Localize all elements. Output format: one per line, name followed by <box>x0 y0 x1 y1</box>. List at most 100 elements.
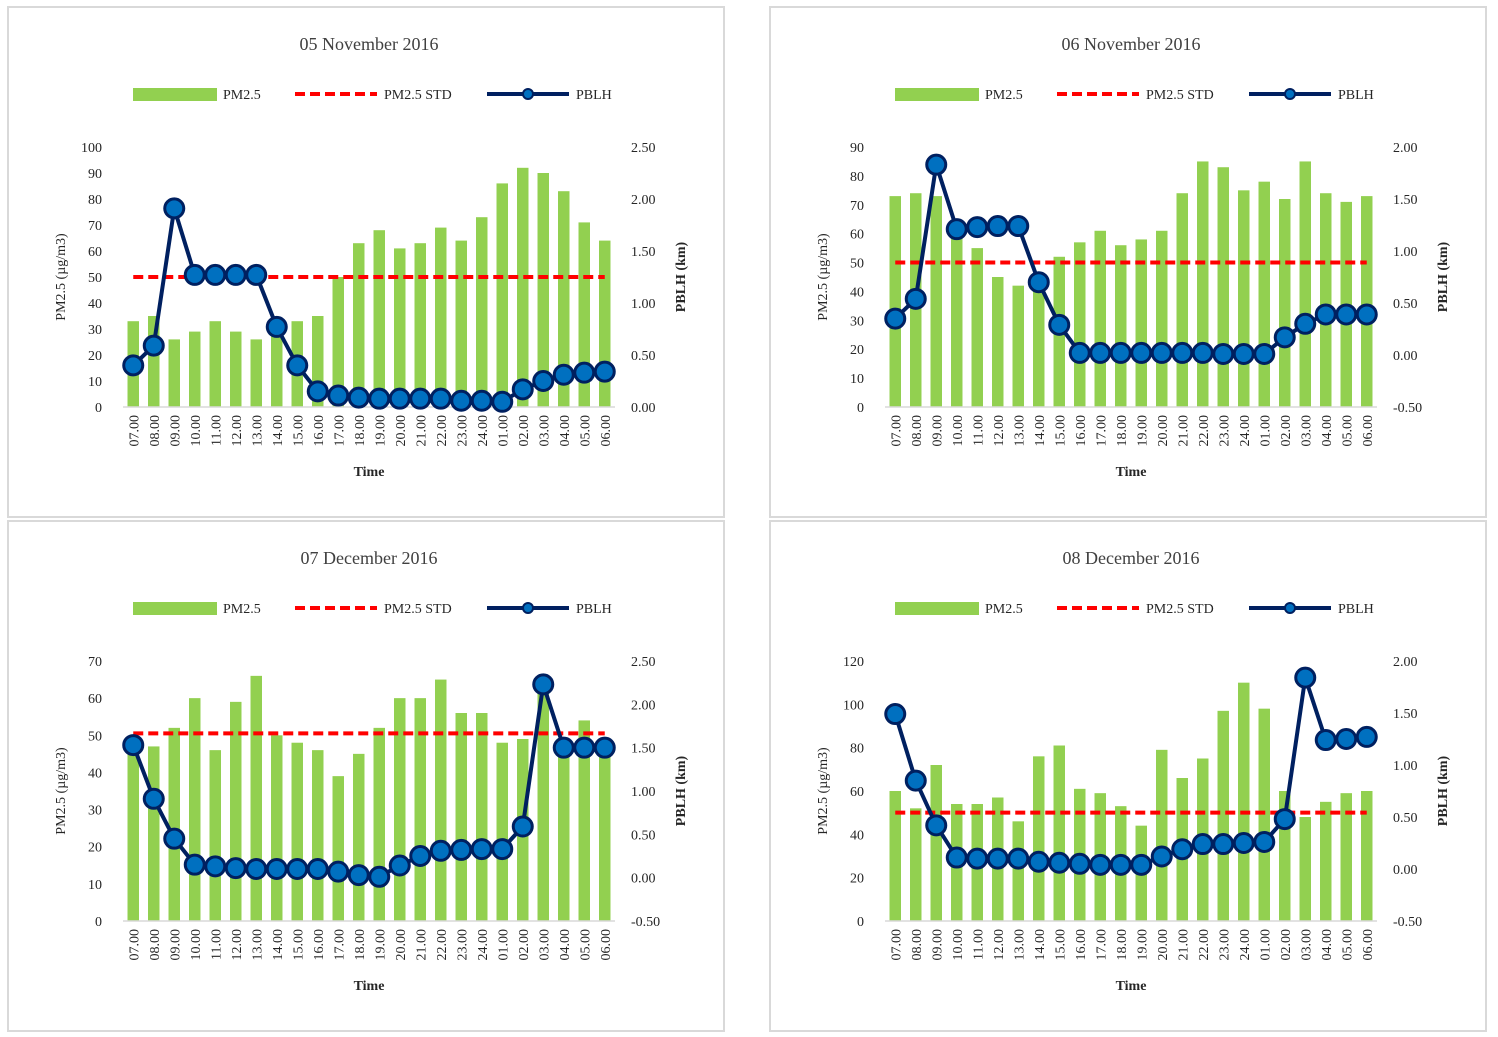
x-tick-label: 24.00 <box>1238 415 1253 447</box>
pm25-bar <box>1094 230 1106 407</box>
x-tick-label: 22.00 <box>1197 415 1212 447</box>
pm25-bar <box>1156 230 1168 407</box>
legend-label-pm25-std: PM2.5 STD <box>384 602 452 617</box>
pm25-bar <box>209 750 221 921</box>
y-right-tick-label: 2.50 <box>631 655 656 670</box>
x-tick-label: 24.00 <box>1238 929 1253 961</box>
chart-panel-08-dec-2016: 08 December 2016 PM2.5 PM2.5 STD PBLH 0 20 40 6… <box>769 520 1487 1032</box>
pblh-marker <box>532 370 555 392</box>
x-tick-label: 14.00 <box>271 415 286 447</box>
legend-label-pm25: PM2.5 <box>223 88 261 103</box>
chart-title: 08 December 2016 <box>1063 548 1200 568</box>
pblh-marker <box>1355 303 1378 326</box>
x-tick-label: 07.00 <box>889 929 904 961</box>
pblh-marker <box>163 827 186 850</box>
x-tick-label: 16.00 <box>312 929 327 961</box>
x-tick-label: 09.00 <box>930 415 945 447</box>
y-left-tick-label: 20 <box>850 343 864 358</box>
x-tick-label: 05.00 <box>1340 929 1355 961</box>
pm25-bar <box>476 713 488 921</box>
pblh-marker <box>1273 326 1296 349</box>
pblh-marker <box>429 839 452 862</box>
y-left-tick-label: 50 <box>88 271 102 286</box>
pblh-marker <box>142 334 165 357</box>
x-tick-label: 10.00 <box>951 929 966 961</box>
x-tick-label: 13.00 <box>250 929 265 961</box>
pm25-bar <box>189 331 201 407</box>
legend-label-pm25-std: PM2.5 STD <box>1146 88 1214 103</box>
pm25-bar <box>496 742 508 921</box>
pm25-bar <box>435 679 447 921</box>
x-tick-label: 02.00 <box>1279 415 1294 447</box>
pblh-marker <box>1273 808 1296 831</box>
pblh-marker <box>1335 728 1358 750</box>
pm25-bar <box>1156 749 1168 921</box>
legend-marker-pblh <box>522 88 534 100</box>
x-tick-label: 21.00 <box>1176 415 1191 447</box>
y-right-axis-label: PBLH (km) <box>674 241 689 312</box>
chart-panel-07-dec-2016: 07 December 2016 PM2.5 PM2.5 STD PBLH 0 10 20 3… <box>7 520 725 1032</box>
y-right-tick-label: -0.50 <box>631 915 660 930</box>
chart-svg: 07 December 2016 PM2.5 PM2.5 STD PBLH 0 10 20 3… <box>54 548 689 994</box>
pblh-marker <box>1027 271 1050 294</box>
pm25-bar <box>558 746 570 921</box>
y-left-tick-label: 120 <box>843 655 864 670</box>
x-tick-label: 16.00 <box>312 415 327 447</box>
pblh-marker <box>388 854 411 877</box>
x-tick-label: 03.00 <box>1299 415 1314 447</box>
pm25-bar <box>910 808 922 921</box>
pm25-bar <box>291 742 303 921</box>
pblh-marker <box>1171 341 1194 364</box>
pm25-bar <box>1279 199 1291 407</box>
pblh-marker <box>1068 341 1091 364</box>
pblh-marker <box>1253 342 1276 365</box>
y-left-tick-label: 90 <box>88 167 102 182</box>
pm25-bar <box>1012 285 1024 407</box>
pm25-bar <box>455 240 467 407</box>
pblh-marker <box>327 860 350 883</box>
x-tick-label: 11.00 <box>971 929 986 960</box>
x-tick-label: 17.00 <box>332 929 347 961</box>
y-right-tick-label: 0.50 <box>631 349 656 364</box>
x-tick-label: 15.00 <box>291 929 306 961</box>
pblh-marker <box>450 389 473 412</box>
pblh-marker <box>593 736 616 759</box>
y-right-tick-label: 0.50 <box>1393 811 1418 826</box>
pblh-marker <box>1171 838 1194 861</box>
y-left-tick-label: 70 <box>88 219 102 234</box>
legend-label-pm25: PM2.5 <box>985 602 1023 617</box>
pm25-bar <box>394 698 406 921</box>
y-left-tick-label: 60 <box>850 228 864 243</box>
pblh-marker <box>122 354 145 377</box>
pm25-bar <box>1197 161 1209 407</box>
pm25-bar <box>332 277 344 407</box>
legend-marker-pblh <box>522 602 534 614</box>
x-tick-label: 13.00 <box>1012 415 1027 447</box>
pblh-marker <box>491 838 514 861</box>
pm25-bar <box>1299 817 1311 921</box>
pm25-bar <box>1340 793 1352 921</box>
pblh-marker <box>1294 666 1317 689</box>
x-tick-label: 20.00 <box>394 415 409 447</box>
pm25-bar <box>517 167 529 407</box>
chart-panel-06-nov-2016: 06 November 2016 PM2.5 PM2.5 STD PBLH 0 10 20 3… <box>769 6 1487 518</box>
pblh-marker <box>884 703 907 726</box>
pm25-bar <box>250 339 262 407</box>
pm25-bar <box>373 727 385 921</box>
pblh-marker <box>904 769 927 792</box>
legend-swatch-pm25 <box>133 602 217 615</box>
y-right-tick-label: 1.00 <box>631 297 656 312</box>
pblh-marker <box>511 815 534 838</box>
x-tick-label: 15.00 <box>291 415 306 447</box>
y-left-tick-label: 10 <box>850 372 864 387</box>
y-right-tick-label: 0.00 <box>631 872 656 887</box>
pm25-bar <box>889 196 901 407</box>
pblh-marker <box>1314 303 1337 326</box>
pm25-bar <box>250 675 262 921</box>
x-tick-label: 21.00 <box>1176 929 1191 961</box>
x-tick-label: 18.00 <box>1115 415 1130 447</box>
legend-label-pm25-std: PM2.5 STD <box>384 88 452 103</box>
y-right-tick-label: 2.50 <box>631 141 656 156</box>
x-tick-label: 07.00 <box>127 415 142 447</box>
pblh-marker <box>552 363 575 386</box>
